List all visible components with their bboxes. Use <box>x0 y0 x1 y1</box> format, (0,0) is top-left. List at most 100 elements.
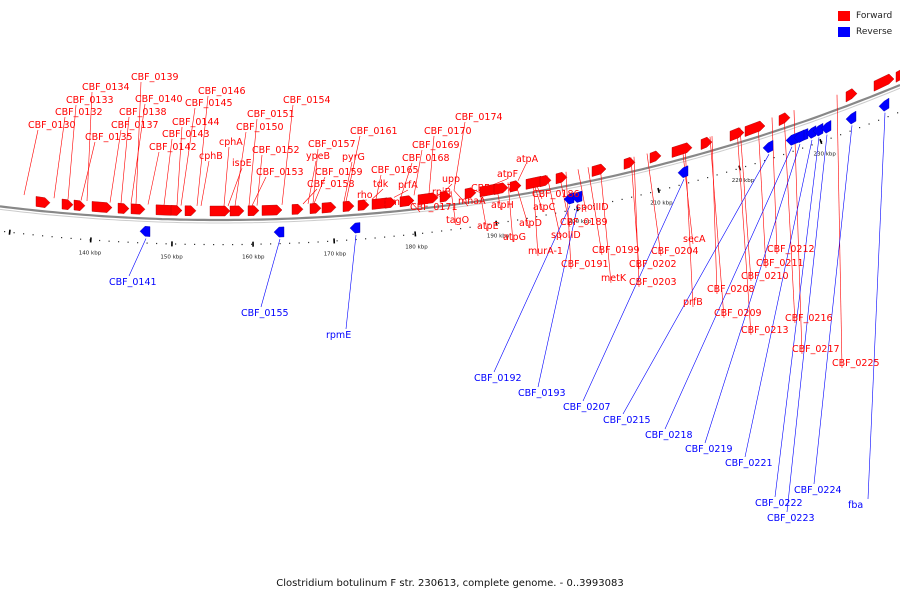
minor-tick <box>565 211 566 212</box>
forward-gene-arrow <box>171 205 182 215</box>
forward-gene-arrow <box>131 204 145 215</box>
minor-tick <box>318 241 319 242</box>
forward-gene-label: CBF_0139 <box>131 72 179 83</box>
reverse-leader-line <box>745 140 812 457</box>
minor-tick <box>394 236 395 237</box>
forward-gene-label: tdk <box>373 179 389 190</box>
minor-tick <box>622 199 623 200</box>
forward-gene-label: CBF_0202 <box>629 259 677 270</box>
forward-gene-arrow <box>185 206 196 216</box>
reverse-swatch <box>838 27 850 37</box>
forward-gene-label: CBF_0165 <box>371 165 419 176</box>
forward-gene-label: atpC <box>533 202 556 213</box>
forward-gene-label: CBF_0209 <box>714 308 762 319</box>
tick-label: 180 kbp <box>405 244 428 250</box>
minor-tick <box>831 138 832 139</box>
major-tick <box>9 230 10 235</box>
minor-tick <box>185 244 186 245</box>
reverse-gene-label: rpmE <box>326 330 351 341</box>
forward-gene-label: rho <box>357 190 373 201</box>
minor-tick <box>156 243 157 244</box>
minor-tick <box>99 240 100 241</box>
minor-tick <box>270 243 271 244</box>
forward-gene-label: CBF_0133 <box>66 95 114 106</box>
reverse-gene-label: CBF_0141 <box>109 277 157 288</box>
forward-gene-label: CBF_0203 <box>629 277 677 288</box>
forward-gene-label: mnaA <box>458 196 486 207</box>
forward-gene-arrow <box>592 164 606 177</box>
forward-gene-label: upp <box>442 174 460 185</box>
minor-tick <box>232 244 233 245</box>
forward-gene-label: metK <box>601 273 627 284</box>
forward-swatch <box>838 11 850 21</box>
reverse-gene-label: CBF_0218 <box>645 430 693 441</box>
forward-gene-label: CBF_0213 <box>741 325 789 336</box>
forward-gene-label: prmC <box>381 197 407 208</box>
forward-gene-label: CBF_0212 <box>767 244 815 255</box>
forward-gene-label: cphB <box>199 151 223 162</box>
forward-gene-label: secA <box>683 234 706 245</box>
legend-label-reverse: Reverse <box>856 27 892 37</box>
minor-tick <box>109 241 110 242</box>
forward-leader-line <box>81 142 95 201</box>
forward-gene-arrow <box>62 199 73 210</box>
forward-gene-label: pyrG <box>342 152 365 163</box>
forward-gene-label: prfA <box>398 180 418 191</box>
minor-tick <box>470 227 471 228</box>
forward-gene-label: CBF_0159 <box>315 167 363 178</box>
minor-tick <box>631 197 632 198</box>
forward-gene-label: CBF_0191 <box>561 259 609 270</box>
legend-item-reverse: Reverse <box>838 24 892 40</box>
minor-tick <box>755 163 756 164</box>
minor-tick <box>641 194 642 195</box>
minor-tick <box>137 242 138 243</box>
major-tick <box>820 139 822 144</box>
forward-leader-line <box>201 161 209 206</box>
forward-leader-line <box>224 147 229 206</box>
forward-gene-label: CBF_0134 <box>82 82 130 93</box>
forward-gene-label: CBF_0225 <box>832 358 880 369</box>
forward-gene-arrow <box>36 196 50 207</box>
forward-gene-label: atpH <box>491 200 514 211</box>
forward-leader-line <box>252 177 266 206</box>
minor-tick <box>223 244 224 245</box>
minor-tick <box>888 116 889 117</box>
reverse-leader-line <box>346 235 356 329</box>
forward-gene-label: CBF_0216 <box>785 313 833 324</box>
minor-tick <box>441 230 442 231</box>
forward-gene-arrow <box>358 200 369 211</box>
forward-gene-arrow <box>650 151 661 163</box>
forward-gene-arrow <box>118 203 129 214</box>
forward-gene-label: rpiB <box>432 187 451 198</box>
forward-leader-line <box>24 130 38 195</box>
forward-gene-label: CBF_0153 <box>256 167 304 178</box>
minor-tick <box>204 244 205 245</box>
minor-tick <box>688 182 689 183</box>
minor-tick <box>660 190 661 191</box>
tick-label: 160 kbp <box>242 255 265 261</box>
forward-leader-line <box>758 122 766 268</box>
forward-gene-label: CBF_0154 <box>283 95 331 106</box>
minor-tick <box>897 112 898 113</box>
minor-tick <box>508 221 509 222</box>
minor-tick <box>422 233 423 234</box>
minor-tick <box>859 127 860 128</box>
minor-tick <box>612 201 613 202</box>
forward-leader-line <box>131 104 145 204</box>
forward-gene-label: CBF_0142 <box>149 142 197 153</box>
forward-gene-label: atpD <box>519 218 542 229</box>
minor-tick <box>375 237 376 238</box>
forward-gene-label: cphA <box>219 137 243 148</box>
reverse-gene-label: CBF_0219 <box>685 444 733 455</box>
forward-gene-label: CBF_0132 <box>55 107 103 118</box>
forward-gene-label: CBF_0211 <box>756 258 804 269</box>
minor-tick <box>42 235 43 236</box>
forward-gene-label: CBF_0150 <box>236 122 284 133</box>
minor-tick <box>802 148 803 149</box>
minor-tick <box>403 235 404 236</box>
legend-label-forward: Forward <box>856 11 892 21</box>
forward-gene-arrow <box>672 143 692 158</box>
minor-tick <box>745 166 746 167</box>
minor-tick <box>251 244 252 245</box>
